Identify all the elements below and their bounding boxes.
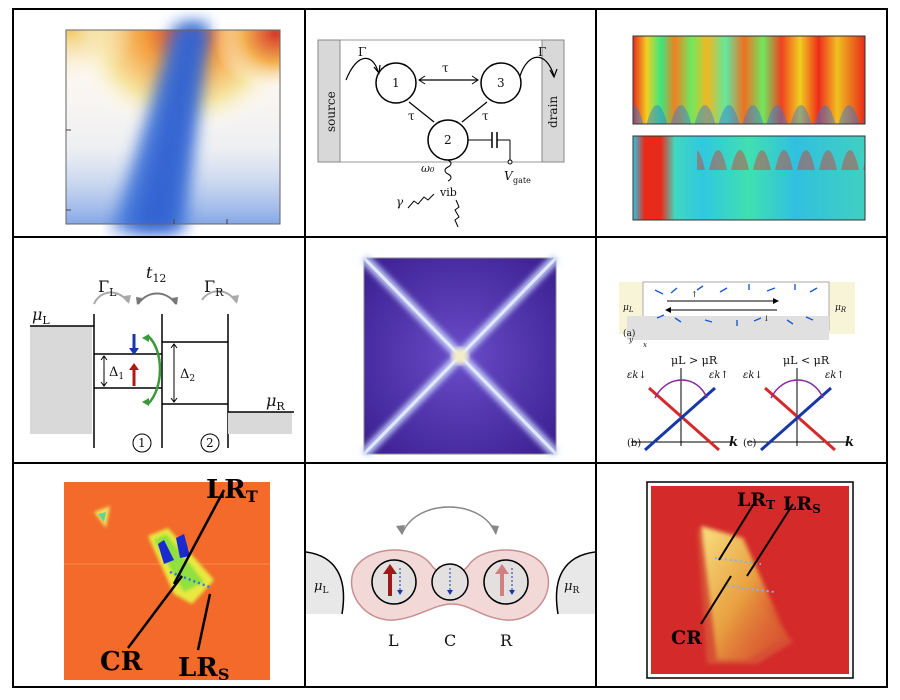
- gamma-r: ΓR: [204, 277, 224, 299]
- grid-divider: [14, 236, 886, 238]
- panel-4-double-dot-levels: Δ1 Δ2 ΓL t12 ΓR μL μR 1 2: [14, 238, 304, 462]
- panel-2-triple-dot: source drain 1 3 2 Γ Γ τ τ τ: [306, 10, 595, 236]
- dispersion-c: εk↓ εk↑ (c) k: [743, 368, 854, 452]
- panel-1-heatmap: [14, 10, 304, 236]
- dual-heatmap: [632, 35, 866, 221]
- panel-3-dual-heatmap: [597, 10, 888, 236]
- delta-2: Δ2: [180, 367, 195, 384]
- cond-b: μL > μR: [671, 354, 718, 367]
- cr-label: CR: [100, 647, 143, 677]
- source-label: source: [324, 91, 338, 132]
- cond-c: μL < μR: [783, 354, 830, 367]
- axis-y: y: [628, 336, 634, 344]
- dot-1-label: 1: [392, 76, 400, 90]
- label-c: (c): [743, 438, 757, 449]
- grid-divider: [14, 462, 886, 464]
- grid-divider: [304, 10, 306, 686]
- heatmap-1: [65, 24, 281, 232]
- site-c-label: C: [444, 631, 456, 650]
- delta-1: Δ1: [109, 365, 124, 382]
- drain-label: drain: [546, 96, 560, 128]
- dot-r: [483, 559, 529, 605]
- dot-3-label: 3: [497, 76, 505, 90]
- vgate-sub: gate: [513, 176, 531, 185]
- cr-label: CR: [671, 627, 702, 649]
- grid-divider: [595, 10, 597, 686]
- double-dot-levels: Δ1 Δ2 ΓL t12 ΓR μL μR 1 2: [30, 263, 294, 453]
- dot-3: [480, 62, 522, 104]
- label-a: (a): [623, 328, 635, 339]
- orange-stability-map: LRT CR LRS: [64, 475, 270, 684]
- site-r-label: R: [500, 631, 513, 650]
- gamma-damping: γ: [396, 195, 404, 209]
- panel-9-red-map: LRT LRS CR: [597, 464, 888, 688]
- svg-text:↑: ↑: [691, 290, 698, 299]
- lr-s-label: LRS: [783, 493, 821, 516]
- dispersion-b: εk↓ εk↑ (b) k: [627, 368, 738, 452]
- svg-text:↓: ↓: [763, 314, 770, 323]
- lr-t-label: LRT: [737, 489, 775, 512]
- eps-down-b: εk↓: [627, 370, 647, 381]
- eps-up-b: εk↑: [709, 370, 729, 381]
- tau-12: τ: [408, 109, 415, 123]
- dot-2-label: 2: [444, 133, 452, 147]
- tau-32: τ: [482, 109, 489, 123]
- site-l-label: L: [388, 631, 399, 650]
- k-axis-b: k: [729, 435, 738, 450]
- mu-r: μR: [564, 579, 579, 596]
- mu-l: μL: [623, 303, 634, 314]
- panel-8-lcr-dots: μL μR L C R: [306, 464, 595, 688]
- panel-6-edge-states: μL μR (a) ↑ ↓ y x μL > μR μL < μR: [597, 238, 888, 462]
- gamma-right: Γ: [538, 45, 546, 59]
- gamma-l: ΓL: [98, 277, 117, 299]
- transfer-arrow-green: [147, 335, 162, 405]
- red-stability-map: LRT LRS CR: [646, 481, 854, 679]
- dot-l: [371, 559, 417, 605]
- eps-up-c: εk↑: [825, 370, 845, 381]
- k-axis-c: k: [845, 435, 854, 450]
- vgate-label: V: [504, 169, 514, 183]
- omega-label: ω₀: [421, 162, 435, 175]
- eps-down-c: εk↓: [743, 370, 763, 381]
- label-b: (b): [627, 438, 641, 449]
- panel-7-orange-map: LRT CR LRS: [14, 464, 304, 688]
- edge-state-diagram: μL μR (a) ↑ ↓ y x μL > μR μL < μR: [619, 281, 855, 452]
- lcr-dot-diagram: μL μR L C R: [306, 506, 595, 650]
- tau-13: τ: [442, 61, 449, 75]
- panel-5-x-map: [306, 238, 595, 462]
- lr-t-label: LRT: [206, 475, 258, 506]
- gamma-left: Γ: [358, 45, 366, 59]
- dot-1: [375, 62, 417, 104]
- mu-r: μR: [266, 391, 285, 413]
- x-crossing-map: [360, 254, 560, 458]
- axis-x: x: [643, 341, 647, 349]
- mu-l: μL: [314, 579, 328, 596]
- triple-dot-diagram: source drain 1 3 2 Γ Γ τ τ τ: [317, 39, 565, 228]
- t12-label: t12: [146, 263, 166, 285]
- mu-r: μR: [835, 303, 847, 314]
- vib-label: vib: [439, 186, 457, 199]
- lr-s-label: LRS: [178, 653, 229, 684]
- site-2: 2: [206, 436, 214, 450]
- site-1: 1: [138, 436, 146, 450]
- figure-grid: source drain 1 3 2 Γ Γ τ τ τ: [12, 8, 888, 688]
- mu-l: μL: [32, 305, 50, 327]
